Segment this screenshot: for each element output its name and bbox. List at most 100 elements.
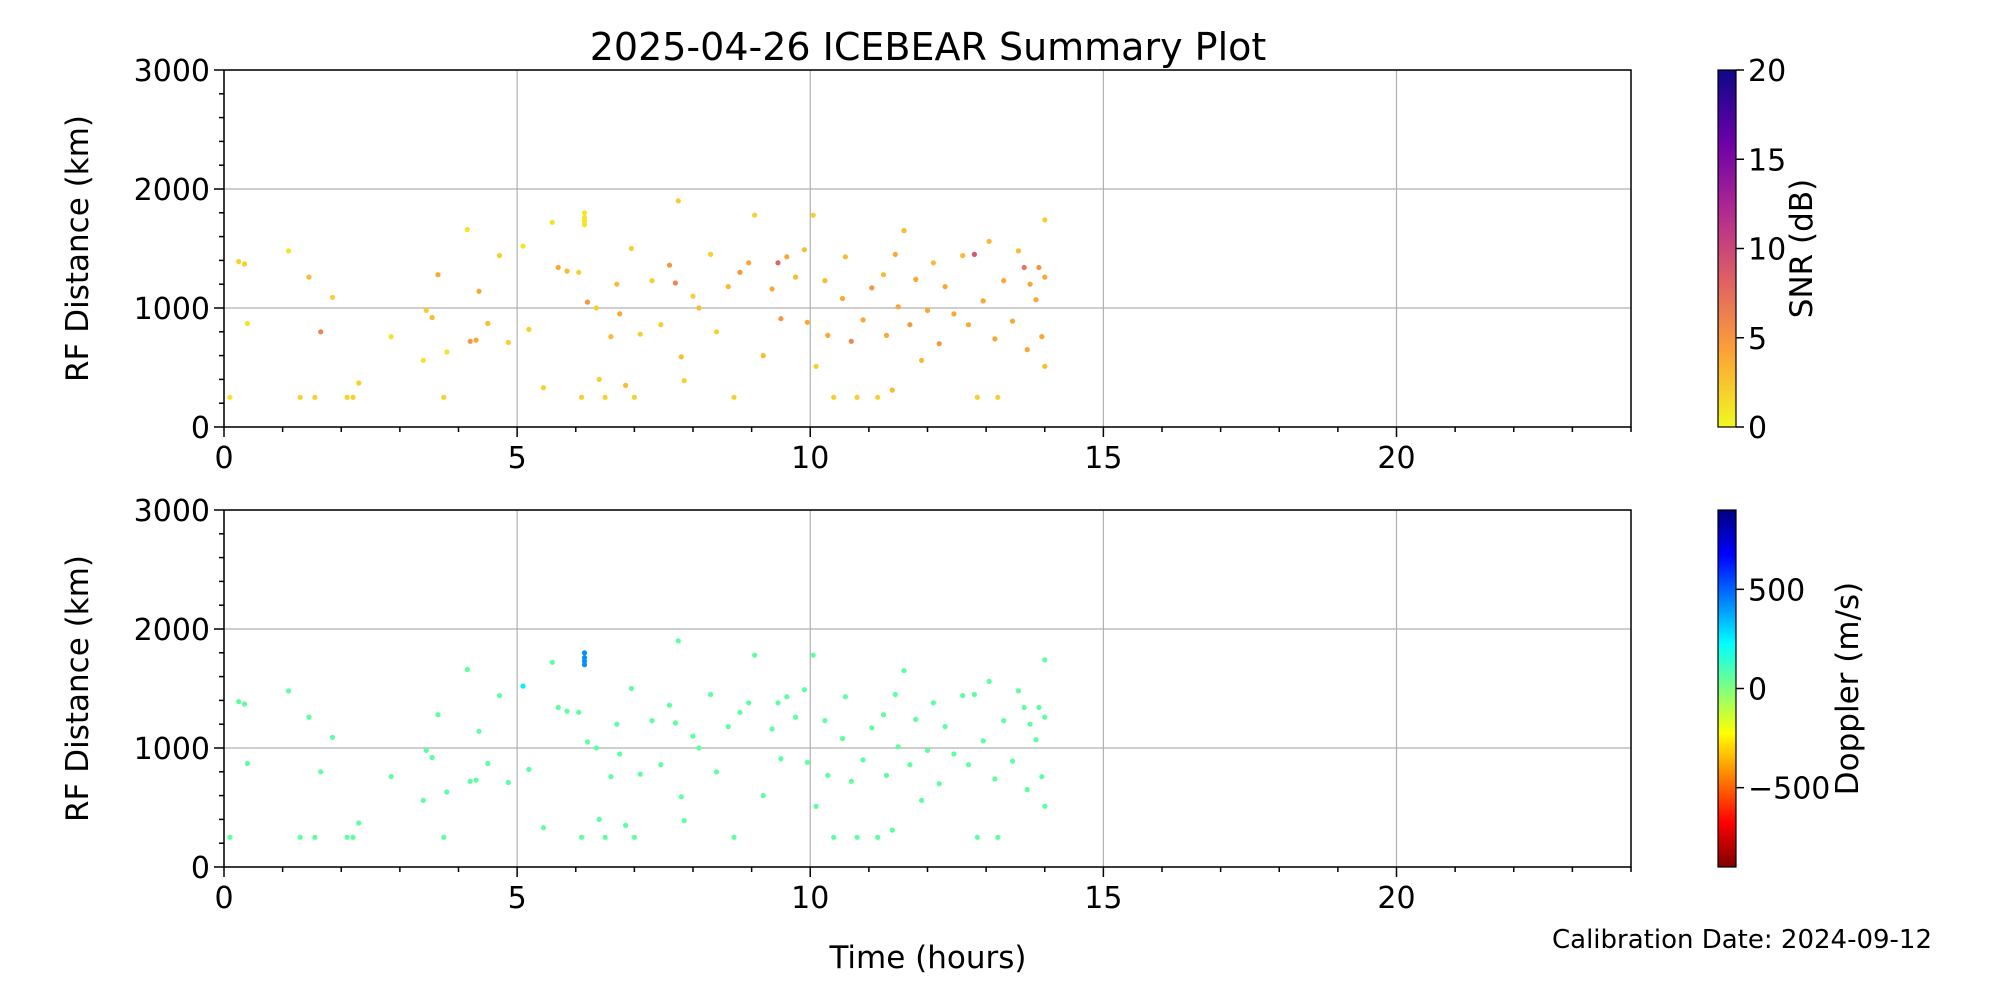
data-point [623,822,629,829]
data-point [936,781,942,787]
data-point [690,293,696,299]
data-point [725,724,731,730]
data-point [1036,704,1042,711]
data-point [936,341,942,347]
data-point [731,834,737,840]
data-point [784,254,790,260]
data-point [540,385,547,391]
data-point [593,305,599,311]
data-point [930,700,937,706]
data-point [637,331,643,337]
data-point [924,307,931,313]
y-tick-label: 1000 [134,292,210,327]
data-point [1015,688,1022,694]
data-point [924,747,931,754]
data-point [951,751,957,757]
data-point [839,295,846,302]
data-point [880,272,887,278]
data-point [344,834,350,840]
colorbar-snr [1717,69,1737,428]
colorbar-tick-label: 0 [1748,411,1767,446]
data-point [241,261,248,267]
data-point [869,285,875,291]
data-point [793,274,799,280]
colorbar-tick-label: 10 [1748,233,1786,268]
data-point [760,793,766,799]
data-point [992,336,998,342]
x-tick-label: 10 [791,441,829,476]
data-point [854,394,860,400]
data-point [708,251,714,257]
data-point [875,834,881,840]
data-point [825,332,831,338]
data-point [581,650,588,656]
data-point [980,298,986,304]
data-point [848,778,854,784]
data-point [675,198,681,204]
data-point [681,378,687,384]
colorbar-tick-label: 15 [1748,143,1786,178]
data-point [1009,758,1016,764]
data-point [241,701,248,707]
data-point [986,678,992,685]
data-point [1042,363,1048,369]
data-point [842,694,849,700]
data-point [907,762,913,768]
data-point [696,745,702,751]
data-point [854,834,860,840]
panel-snr: 0 5 10 15 20 0 1000 2000 3000 RF Distance (km) 0 5 1… [60,54,1820,476]
data-point [420,797,426,804]
colorbar-label: SNR (dB) [1784,179,1820,318]
x-tick-label: 20 [1377,881,1415,916]
data-point [804,319,810,325]
data-point [617,311,623,317]
data-point [576,709,582,715]
y-tick-label: 2000 [134,173,210,208]
data-point [1033,737,1039,743]
data-point [696,305,702,311]
data-point [986,238,992,244]
plot-frame [223,509,1632,868]
data-point [236,699,242,705]
data-point [312,394,318,400]
data-point [649,718,655,724]
colorbar-tick-label: 500 [1748,573,1805,608]
data-point [473,337,479,343]
colorbar-label: Doppler (m/s) [1830,582,1866,795]
y-tick-label: 2000 [134,613,210,648]
colorbar-doppler [1717,509,1737,868]
data-point [285,248,292,254]
data-point [555,264,561,271]
data-point [713,769,720,775]
data-point [614,281,620,287]
data-point [1036,264,1042,271]
data-point [555,704,561,711]
data-point [329,294,336,300]
data-point [1042,803,1048,809]
data-point [746,700,752,706]
calibration-date: Calibration Date: 2024-09-12 [1552,925,1932,955]
data-point [649,278,655,284]
data-point [423,307,429,313]
data-point [678,354,684,360]
data-point [913,276,919,282]
data-point [444,349,450,355]
data-point [831,394,837,400]
data-point [860,317,866,323]
data-point [848,338,854,344]
data-point [584,739,591,745]
data-point [919,797,925,804]
y-tick-label: 0 [191,851,210,886]
colorbar-tick-label: 0 [1748,673,1767,708]
data-point [318,329,324,335]
x-tick-label: 20 [1377,441,1415,476]
data-point [960,693,966,699]
data-point [974,834,980,840]
data-point [1027,281,1033,287]
data-point [960,253,966,259]
data-point [708,691,714,698]
data-point [995,834,1001,840]
data-point [951,311,957,317]
data-point [1033,297,1039,303]
data-point [540,825,547,831]
